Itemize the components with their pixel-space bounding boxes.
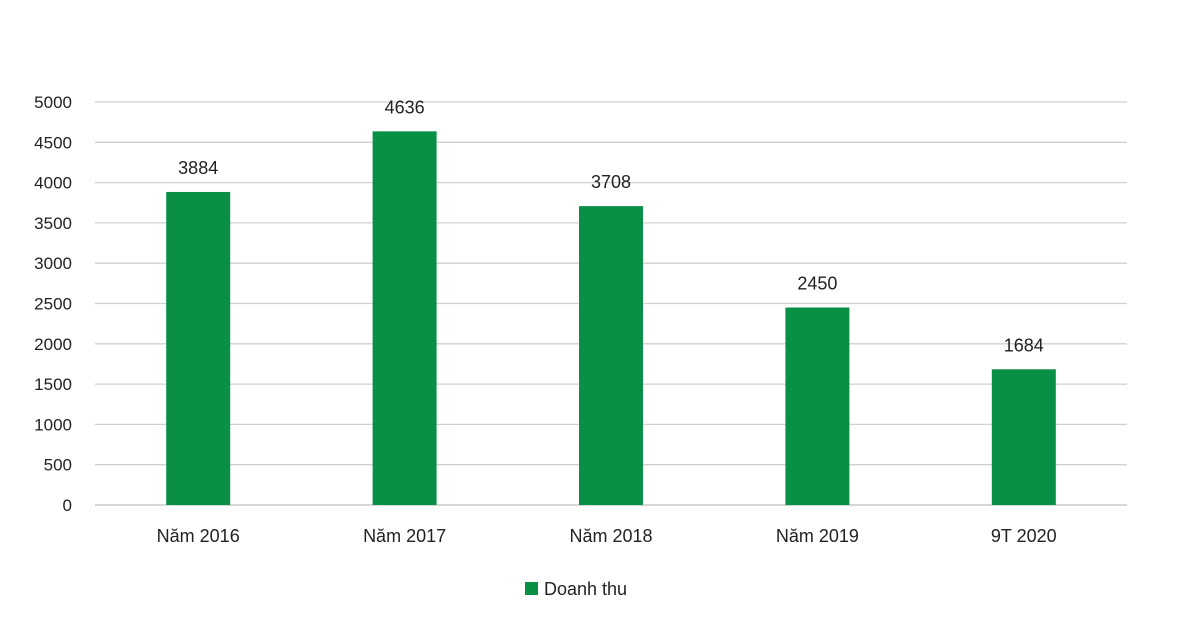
bar	[991, 369, 1056, 505]
bar	[166, 191, 231, 506]
y-tick-label: 4500	[34, 133, 72, 152]
y-tick-label: 5000	[34, 93, 72, 112]
y-tick-label: 0	[63, 496, 72, 515]
data-label: 4636	[385, 97, 425, 117]
y-tick-label: 500	[44, 456, 72, 475]
bar	[579, 206, 643, 505]
data-label: 2450	[797, 274, 837, 294]
y-tick-label: 2000	[34, 335, 72, 354]
legend-label: Doanh thu	[544, 579, 627, 599]
bar	[785, 307, 850, 505]
bar	[372, 131, 437, 506]
y-tick-label: 3000	[34, 254, 72, 273]
legend-swatch	[525, 582, 538, 595]
y-tick-label: 4000	[34, 174, 72, 193]
data-label: 1684	[1004, 335, 1044, 355]
x-tick-label: Năm 2016	[157, 526, 240, 546]
data-label: 3708	[591, 172, 631, 192]
x-tick-label: 9T 2020	[991, 526, 1057, 546]
y-tick-label: 2500	[34, 295, 72, 314]
x-tick-label: Năm 2018	[569, 526, 652, 546]
y-tick-label: 1000	[34, 415, 72, 434]
y-tick-label: 1500	[34, 375, 72, 394]
data-label: 3884	[178, 158, 218, 178]
x-tick-label: Năm 2019	[776, 526, 859, 546]
y-tick-label: 3500	[34, 214, 72, 233]
x-tick-label: Năm 2017	[363, 526, 446, 546]
